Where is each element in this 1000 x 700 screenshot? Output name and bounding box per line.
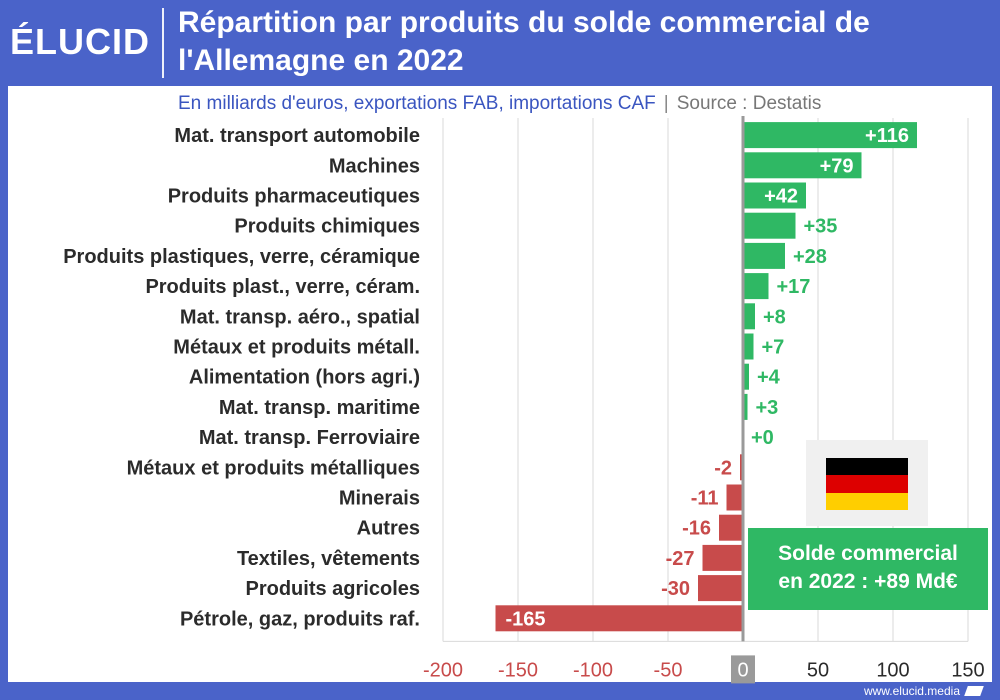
category-label: Alimentation (hors agri.) xyxy=(189,367,420,389)
bar xyxy=(743,393,748,420)
bar xyxy=(743,242,785,269)
data-label: -2 xyxy=(714,457,732,479)
x-tick-label: 100 xyxy=(876,659,909,681)
data-label: +79 xyxy=(820,155,854,177)
bar xyxy=(743,182,806,209)
x-tick-label: 50 xyxy=(807,659,829,681)
category-label: Mat. transp. Ferroviaire xyxy=(199,427,420,449)
bar xyxy=(743,273,769,300)
bar xyxy=(743,212,796,239)
category-label: Produits agricoles xyxy=(246,578,421,600)
category-label: Pétrole, gaz, produits raf. xyxy=(180,608,420,630)
data-label: +17 xyxy=(777,276,811,298)
data-label: +116 xyxy=(865,125,909,147)
category-label: Métaux et produits métall. xyxy=(173,337,420,359)
bar xyxy=(743,363,749,390)
footer-url: www.elucid.media xyxy=(863,684,960,698)
chart-title: Répartition par produits du solde commer… xyxy=(178,6,870,77)
category-label: Mat. transp. aéro., spatial xyxy=(180,306,420,328)
zero-tick-background xyxy=(731,655,755,684)
data-label: +8 xyxy=(763,306,786,328)
category-label: Métaux et produits métalliques xyxy=(127,457,420,479)
data-label: +35 xyxy=(804,216,838,238)
callout-line-1: Solde commercial xyxy=(778,542,958,565)
data-label: -27 xyxy=(666,548,695,570)
header-divider xyxy=(162,8,164,78)
subtitle-units: En milliards d'euros, exportations FAB, … xyxy=(178,93,656,114)
x-tick-label: -100 xyxy=(573,659,613,681)
data-label: -165 xyxy=(506,608,546,630)
bar xyxy=(702,544,743,571)
x-tick-label: 150 xyxy=(951,659,984,681)
x-tick-label: -150 xyxy=(498,659,538,681)
data-label: +42 xyxy=(764,186,798,208)
category-label: Mat. transp. maritime xyxy=(219,397,420,419)
bar xyxy=(743,303,755,330)
category-label: Machines xyxy=(329,155,420,177)
header: ÉLUCID Répartition par produits du solde… xyxy=(0,0,1000,86)
subtitle-separator: | xyxy=(663,93,669,114)
germany-flag-icon xyxy=(826,458,908,510)
data-label: -30 xyxy=(661,578,690,600)
category-label: Produits plast., verre, céram. xyxy=(145,276,420,298)
bar xyxy=(698,575,743,602)
data-label: +4 xyxy=(757,367,781,389)
chart-subtitle: En milliards d'euros, exportations FAB, … xyxy=(178,90,988,118)
data-label: +3 xyxy=(756,397,779,419)
bar xyxy=(719,514,743,541)
data-label: -16 xyxy=(682,518,711,540)
x-tick-label: -200 xyxy=(423,659,463,681)
data-label: +0 xyxy=(751,427,774,449)
callout-line-2: en 2022 : +89 Md€ xyxy=(778,570,958,593)
data-label: +28 xyxy=(793,246,827,268)
category-label: Produits chimiques xyxy=(234,216,420,238)
category-label: Minerais xyxy=(339,488,420,510)
elucid-logo: ÉLUCID xyxy=(10,21,150,62)
subtitle-source: Source : Destatis xyxy=(676,93,822,114)
bar xyxy=(495,605,743,632)
category-label: Textiles, vêtements xyxy=(237,548,420,570)
category-label: Produits pharmaceutiques xyxy=(168,186,420,208)
category-label: Produits plastiques, verre, céramique xyxy=(63,246,420,268)
category-label: Autres xyxy=(357,518,420,540)
trade-balance-callout: Solde commercial en 2022 : +89 Md€ xyxy=(748,528,988,610)
x-tick-label: -50 xyxy=(654,659,683,681)
bar xyxy=(743,122,917,149)
bar xyxy=(743,333,754,360)
bar xyxy=(743,152,862,179)
category-label: Mat. transport automobile xyxy=(174,125,420,147)
x-tick-label: 0 xyxy=(737,659,748,681)
data-label: +7 xyxy=(762,337,785,359)
bar xyxy=(726,484,743,511)
data-label: -11 xyxy=(691,488,719,510)
